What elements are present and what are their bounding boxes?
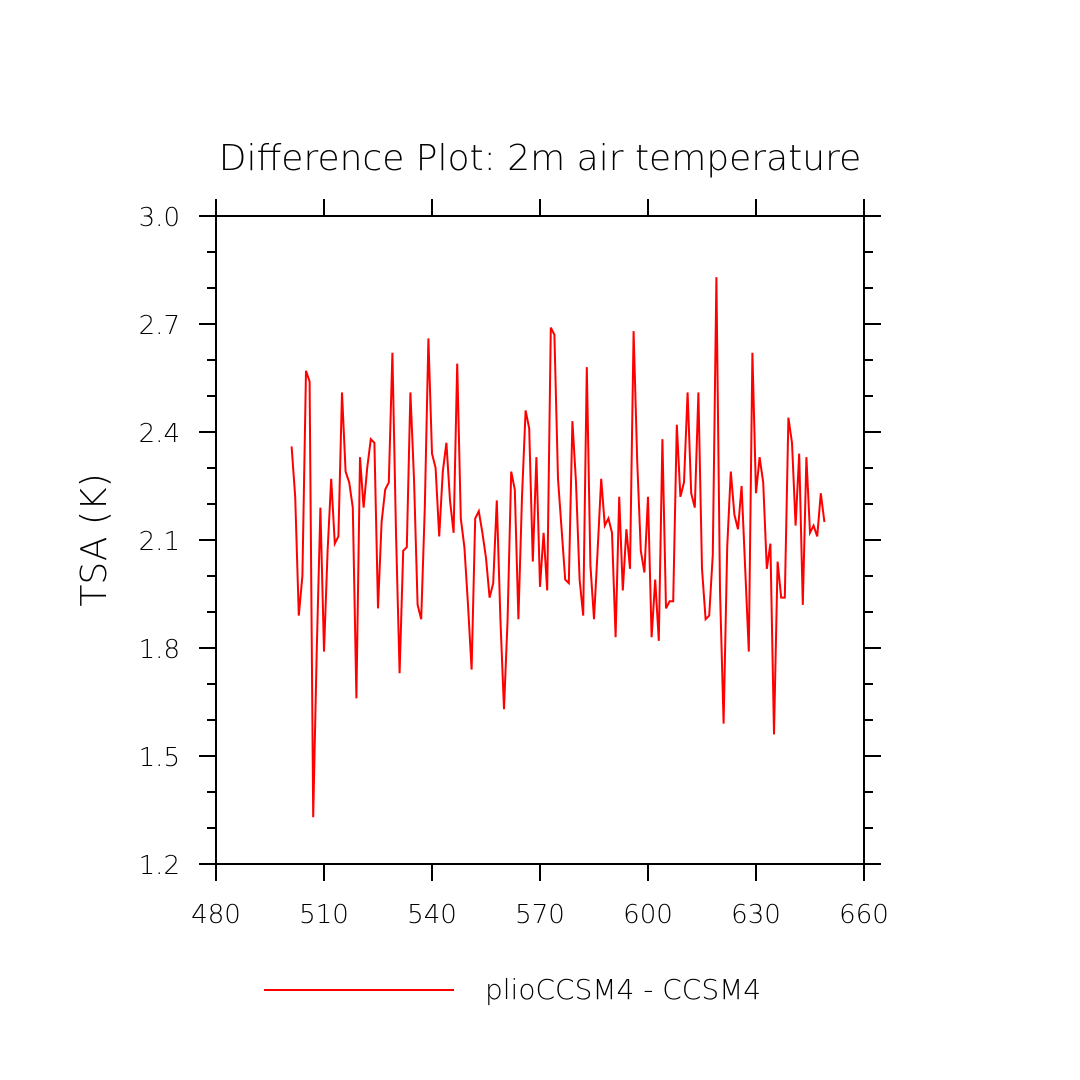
y-tick-label: 1.5: [139, 743, 180, 773]
x-tick-label: 540: [407, 900, 457, 930]
axis-tick-labels: 480 510 540 570 600 630 660 1.2 1.5 1.8 2.1 2.4 2.7 3…: [139, 203, 889, 930]
x-tick-label: 570: [515, 900, 565, 930]
chart-title: Difference Plot: 2m air temperature: [219, 138, 861, 179]
y-tick-label: 2.7: [139, 311, 180, 341]
y-tick-label: 3.0: [139, 203, 180, 233]
axis-ticks: [199, 199, 881, 881]
legend-label: plioCCSM4 - CCSM4: [485, 973, 761, 1006]
legend: plioCCSM4 - CCSM4: [264, 973, 761, 1006]
series-line: [290, 277, 826, 818]
x-tick-label: 600: [623, 900, 673, 930]
x-tick-label: 480: [191, 900, 241, 930]
series-layer: [290, 277, 826, 818]
x-tick-label: 630: [731, 900, 781, 930]
y-axis-label: TSA (K): [74, 473, 115, 606]
y-tick-label: 1.8: [139, 635, 180, 665]
y-tick-label: 1.2: [139, 851, 180, 881]
y-tick-label: 2.4: [139, 419, 180, 449]
x-tick-label: 510: [299, 900, 349, 930]
y-tick-label: 2.1: [139, 527, 180, 557]
x-tick-label: 660: [839, 900, 889, 930]
